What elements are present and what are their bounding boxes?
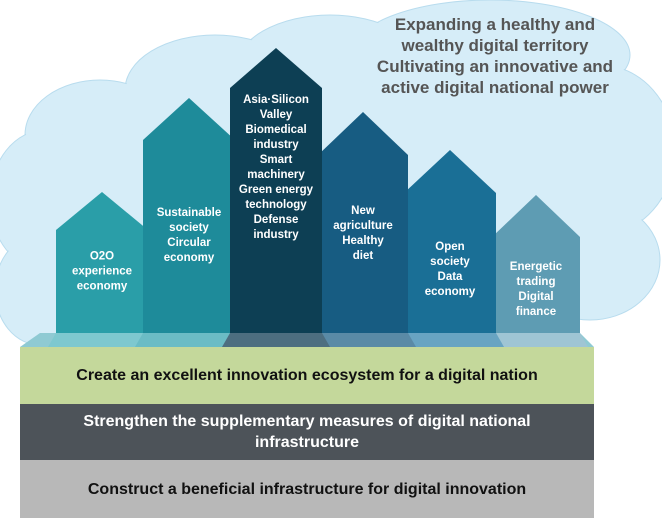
pillar-label-line: industry: [253, 229, 299, 241]
pillar-bases: [20, 333, 594, 347]
pillar-label-line: trading: [516, 276, 556, 288]
pillar-label-line: experience: [71, 265, 133, 278]
pillar-label-line: machinery: [247, 169, 305, 181]
pillar-label-line: Biomedical: [245, 124, 307, 136]
pillar-label-line: industry: [253, 139, 299, 151]
pillar-arrow-o2o: [56, 192, 148, 333]
pillar-label-line: Smart: [259, 154, 293, 166]
vision-line: wealthy digital territory: [401, 36, 589, 55]
vision-line: Cultivating an innovative and: [376, 57, 614, 76]
pillar-label-energetic-trading: Energetic trading Digital finance: [492, 260, 580, 320]
pillar-label-line: economy: [163, 252, 215, 264]
pillar-base-asia-silicon-valley: [222, 333, 330, 347]
pillar-label-line: diet: [352, 250, 374, 262]
pillar-label-line: Defense: [253, 214, 299, 226]
pillar-label-line: O2O: [89, 250, 115, 263]
pillar-label-o2o: O2O experience economy: [56, 250, 148, 295]
pillar-label-line: New: [351, 205, 375, 217]
pillar-label-line: Data: [437, 271, 463, 283]
pillar-arrow-new-agriculture: [318, 112, 408, 333]
pillar-label-line: society: [169, 222, 209, 234]
pillar-label-line: Healthy: [342, 235, 384, 247]
pillar-base-energetic-trading: [484, 333, 588, 347]
ecosystem-band: Create an excellent innovation ecosystem…: [20, 347, 594, 404]
pillar-base-open-society: [396, 333, 504, 347]
ecosystem-band-label: Create an excellent innovation ecosystem…: [76, 367, 538, 384]
pillar-base-new-agriculture: [310, 333, 416, 347]
pillar-label-line: technology: [245, 199, 307, 211]
pillar-label-sustainable: Sustainable society Circular economy: [143, 206, 235, 266]
pillar-label-line: Green energy: [238, 184, 314, 196]
pillar-label-line: society: [430, 256, 470, 268]
digital-infrastructure-band: Construct a beneficial infrastructure fo…: [20, 460, 594, 518]
pillar-arrow-asia-silicon-valley: [230, 48, 322, 333]
pillar-label-asia-silicon-valley: Asia·Silicon Valley Biomedical industry Smar…: [230, 93, 322, 243]
vision-line: Expanding a healthy and: [394, 15, 596, 34]
pillar-base-sustainable: [135, 333, 243, 347]
pillar-arrow-open-society: [404, 150, 496, 333]
digital-infrastructure-band-label: Construct a beneficial infrastructure fo…: [87, 480, 527, 498]
pillar-label-line: Digital: [518, 291, 554, 303]
pillar-label-line: Open: [435, 241, 465, 253]
pillar-label-line: Sustainable: [156, 207, 222, 219]
pillar-label-new-agriculture: New agriculture Healthy diet: [318, 204, 408, 264]
pillar-arrow-energetic-trading: [492, 195, 580, 333]
pillar-label-line: finance: [515, 306, 557, 318]
pillar-base-o2o: [48, 333, 156, 347]
pillar-label-line: Asia·Silicon: [243, 94, 309, 106]
infrastructure-measures-band: Strengthen the supplementary measures of…: [20, 404, 594, 460]
pillar-label-line: Energetic: [509, 261, 563, 273]
pillar-label-line: economy: [76, 280, 128, 293]
pillar-label-line: Circular: [167, 237, 211, 249]
pillar-label-line: agriculture: [333, 220, 393, 232]
infrastructure-measures-band-label: Strengthen the supplementary measures of…: [83, 413, 531, 451]
pillar-label-line: economy: [424, 286, 476, 298]
vision-statement: Expanding a healthy and wealthy digital …: [345, 14, 645, 98]
pillar-label-open-society: Open society Data economy: [404, 240, 496, 300]
pillar-arrows: [56, 48, 580, 333]
pillar-arrow-sustainable: [143, 98, 235, 333]
pillar-label-line: Valley: [259, 109, 293, 121]
vision-line: active digital national power: [381, 78, 609, 97]
